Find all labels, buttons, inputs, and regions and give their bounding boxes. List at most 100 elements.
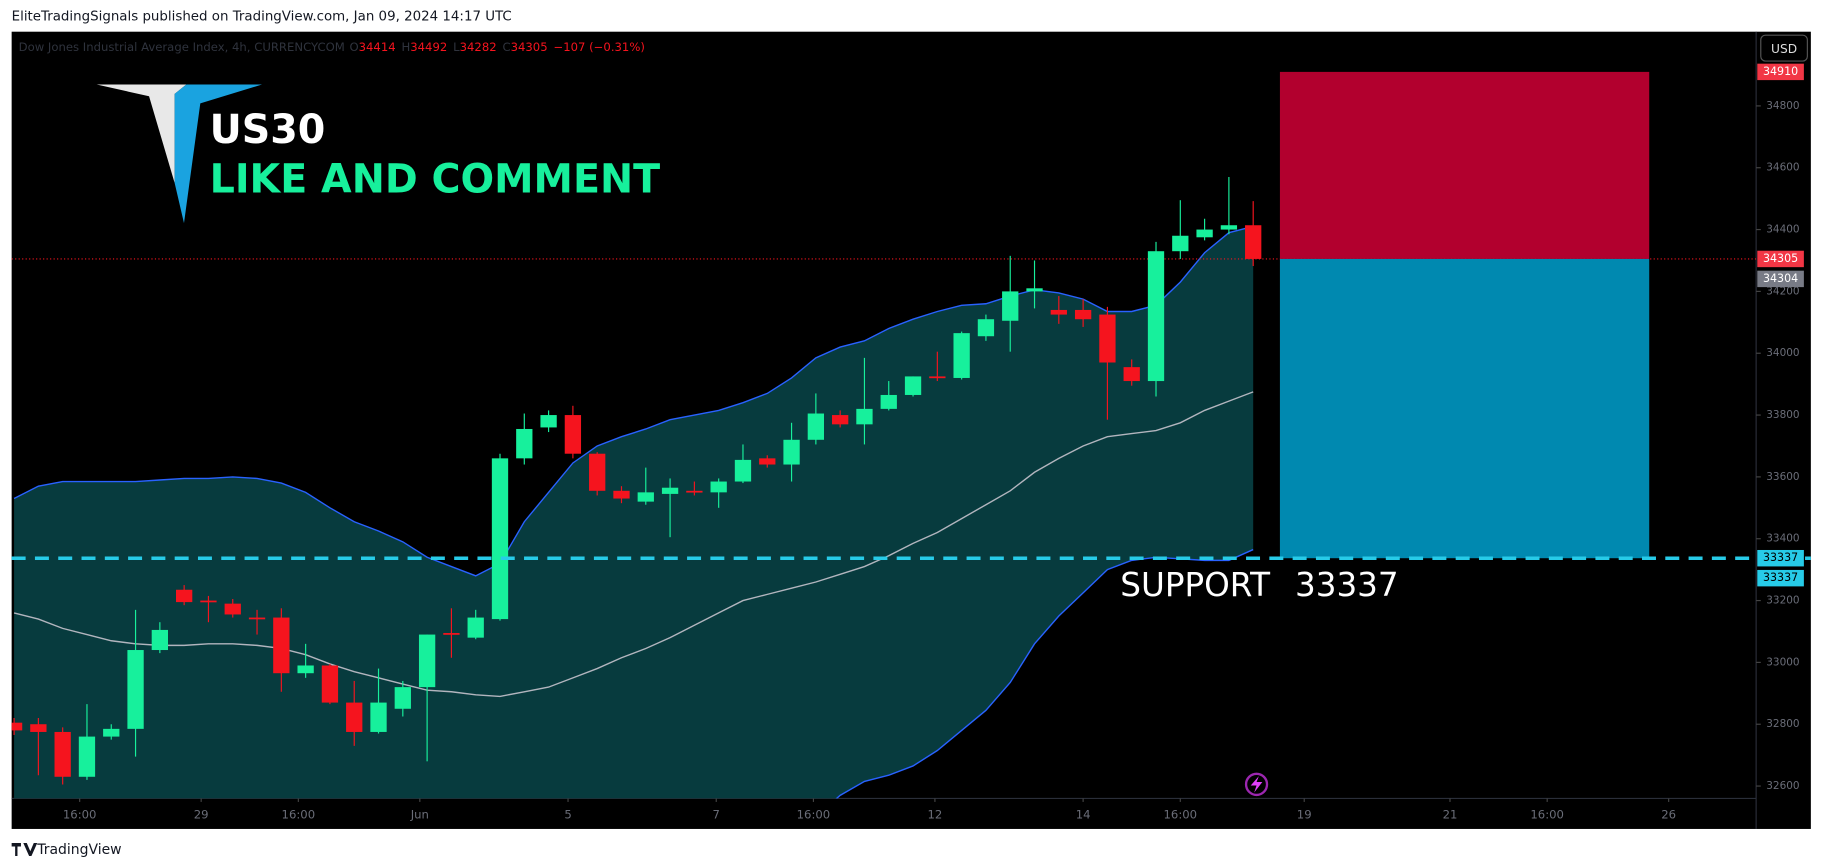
support-value: 33337 bbox=[1295, 566, 1399, 604]
x-tick-label: 16:00 bbox=[282, 807, 316, 821]
y-tick-label: 34600 bbox=[1766, 162, 1799, 174]
legend-key: C bbox=[502, 39, 510, 53]
target-zone bbox=[1279, 258, 1650, 559]
y-tick-label: 34400 bbox=[1766, 224, 1799, 236]
candle-body bbox=[103, 728, 120, 737]
candle-body bbox=[516, 428, 533, 459]
price-tag-label: 34910 bbox=[1763, 65, 1798, 78]
y-tick-label: 32800 bbox=[1766, 718, 1799, 730]
currency-button[interactable] bbox=[1760, 34, 1808, 62]
candle-body bbox=[1050, 309, 1067, 315]
candle-body bbox=[661, 487, 679, 494]
price-tag bbox=[1757, 569, 1804, 587]
band-middle bbox=[13, 391, 1254, 698]
x-tick-label: 14 bbox=[1076, 807, 1091, 821]
y-tick-label: 32600 bbox=[1766, 780, 1799, 792]
candle-body bbox=[151, 629, 169, 651]
price-tag-label: 34305 bbox=[1763, 252, 1798, 265]
candle-body bbox=[929, 376, 946, 379]
price-tag-label: 33337 bbox=[1763, 571, 1798, 584]
tv-logo bbox=[11, 843, 38, 856]
logo-blue bbox=[174, 84, 263, 224]
candle-body bbox=[686, 490, 703, 493]
footer: TradingView bbox=[36, 842, 121, 858]
candle-body bbox=[856, 408, 873, 425]
y-tick-label: 33600 bbox=[1766, 471, 1799, 483]
stop-zone bbox=[1279, 71, 1650, 259]
price-tag-label: 33337 bbox=[1763, 551, 1798, 564]
candle-body bbox=[710, 481, 727, 493]
candle-body bbox=[443, 633, 460, 635]
support-text: SUPPORT 33337 bbox=[1120, 566, 1398, 604]
x-tick-label: 12 bbox=[928, 807, 943, 821]
candle-body bbox=[321, 665, 339, 703]
candle-body bbox=[977, 319, 995, 337]
candle-body bbox=[1099, 314, 1116, 363]
candle-body bbox=[953, 333, 970, 378]
candle-body bbox=[1245, 225, 1262, 259]
candle-body bbox=[30, 724, 47, 732]
candle-body bbox=[564, 415, 582, 454]
x-tick-label: 16:00 bbox=[797, 807, 831, 821]
candle-body bbox=[1172, 235, 1189, 252]
candle-body bbox=[540, 415, 557, 428]
y-tick-label: 33200 bbox=[1766, 595, 1799, 607]
price-tag bbox=[1757, 250, 1804, 268]
candle-body bbox=[248, 617, 266, 620]
candle-body bbox=[54, 731, 71, 777]
candle-body bbox=[273, 617, 290, 674]
event-icon-bolt bbox=[1250, 776, 1263, 793]
candle-body bbox=[370, 702, 387, 732]
event-icon[interactable] bbox=[1244, 772, 1269, 797]
candle-body bbox=[1074, 309, 1092, 320]
legend-value: 34282 bbox=[460, 39, 497, 53]
band-lower bbox=[835, 548, 1254, 799]
candle-body bbox=[127, 650, 144, 729]
candle-body bbox=[78, 736, 96, 777]
candle-body bbox=[200, 600, 217, 603]
candle-body bbox=[613, 490, 630, 499]
legend-key: O bbox=[349, 39, 358, 53]
legend-key: L bbox=[453, 39, 460, 53]
candle-body bbox=[783, 439, 800, 465]
candle-body bbox=[734, 459, 752, 482]
legend-title: Dow Jones Industrial Average Index, 4h, … bbox=[19, 39, 345, 53]
x-tick-label: 16:00 bbox=[63, 807, 97, 821]
y-tick-label: 34800 bbox=[1766, 100, 1799, 112]
candle-body bbox=[418, 634, 436, 688]
x-tick-label: Jun bbox=[410, 807, 429, 821]
legend-value: 34305 bbox=[511, 39, 548, 53]
price-tag bbox=[1757, 63, 1804, 81]
y-tick-label: 33400 bbox=[1766, 533, 1799, 545]
price-tag bbox=[1757, 270, 1804, 288]
x-tick-label: 21 bbox=[1443, 807, 1458, 821]
logo-white bbox=[96, 84, 187, 184]
y-tick-label: 33000 bbox=[1766, 656, 1799, 668]
candle-body bbox=[832, 415, 849, 425]
band-fill bbox=[14, 226, 1254, 799]
legend-change: −107 (−0.31%) bbox=[553, 39, 644, 53]
candle-body bbox=[1147, 251, 1165, 382]
candle-body bbox=[637, 492, 654, 502]
currency-label[interactable]: USD bbox=[1771, 42, 1797, 56]
candle-body bbox=[224, 603, 241, 615]
legend-key: H bbox=[401, 39, 410, 53]
price-tag bbox=[1757, 549, 1804, 567]
candle-body bbox=[1026, 288, 1043, 292]
support-label: SUPPORT bbox=[1120, 566, 1271, 604]
x-tick-label: 26 bbox=[1661, 807, 1676, 821]
candle-body bbox=[880, 394, 897, 409]
header: EliteTradingSignals published on Trading… bbox=[12, 9, 512, 24]
x-tick-label: 16:00 bbox=[1164, 807, 1198, 821]
y-tick-label: 34200 bbox=[1766, 285, 1799, 297]
candle-body bbox=[1196, 229, 1213, 238]
candle-body bbox=[1002, 291, 1019, 321]
band-upper bbox=[13, 225, 1254, 577]
y-tick-label: 33800 bbox=[1766, 409, 1799, 421]
overlay: US30 LIKE AND COMMENT SUPPORT 33337 USD T… bbox=[11, 34, 1808, 858]
legend-value: 34492 bbox=[410, 39, 447, 53]
candle-body bbox=[759, 458, 776, 465]
x-tick-label: 16:00 bbox=[1530, 807, 1564, 821]
candle-body bbox=[11, 722, 23, 731]
